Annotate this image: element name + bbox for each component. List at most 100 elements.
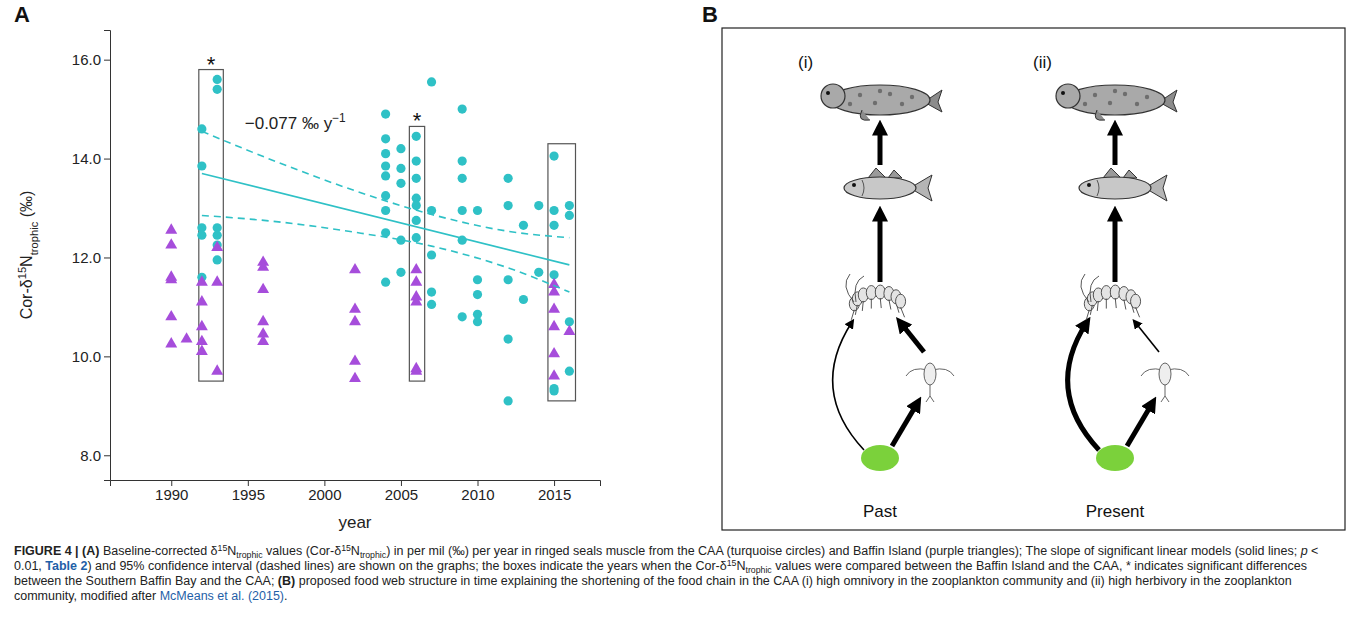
seal-part bbox=[830, 85, 930, 115]
algae-icon bbox=[861, 445, 899, 471]
seal-part bbox=[848, 102, 852, 106]
amphipod-part bbox=[896, 294, 906, 308]
data-point bbox=[549, 206, 558, 215]
seal-part bbox=[1145, 95, 1149, 99]
x-tick: 2005 bbox=[385, 480, 418, 503]
data-point bbox=[381, 161, 390, 170]
arrow bbox=[892, 402, 918, 446]
tick-label: 14.0 bbox=[72, 150, 101, 167]
seal-part bbox=[860, 110, 870, 120]
column-label: (ii) bbox=[1033, 53, 1052, 72]
copepod-part bbox=[1159, 363, 1171, 385]
data-point bbox=[211, 364, 223, 374]
amphipod-part bbox=[851, 310, 854, 320]
text-part: −1 bbox=[332, 111, 346, 125]
arrow bbox=[833, 322, 864, 450]
data-point bbox=[548, 369, 560, 379]
tick-label: 2015 bbox=[538, 486, 571, 503]
significance-label: * bbox=[413, 108, 422, 133]
arrow bbox=[1135, 322, 1159, 352]
seal-part bbox=[1113, 89, 1117, 93]
data-point bbox=[427, 287, 436, 296]
tick-label: 16.0 bbox=[72, 51, 101, 68]
caption-text: values (Cor-δ bbox=[263, 544, 342, 558]
data-point bbox=[549, 221, 558, 230]
caption-text: N bbox=[351, 544, 360, 558]
data-point bbox=[381, 149, 390, 158]
amphipod-part bbox=[889, 300, 891, 310]
amphipod-part bbox=[866, 286, 876, 300]
tick-label: 1990 bbox=[155, 486, 188, 503]
data-point bbox=[211, 241, 223, 251]
caption-text: FIGURE 4 | (A) bbox=[14, 544, 99, 558]
data-point bbox=[458, 312, 467, 321]
caption-text: 15 bbox=[727, 558, 737, 568]
data-point bbox=[565, 211, 574, 220]
panel-label: A bbox=[14, 2, 30, 27]
arrow bbox=[1113, 212, 1118, 282]
tick-label: 1995 bbox=[232, 486, 265, 503]
copepod-part bbox=[1161, 396, 1169, 402]
data-point bbox=[349, 315, 361, 325]
seal-part bbox=[910, 95, 914, 99]
fish-part bbox=[1097, 180, 1099, 196]
amphipod-part bbox=[901, 307, 905, 317]
data-point bbox=[165, 223, 177, 233]
caption: FIGURE 4 | (A) Baseline-corrected δ15Ntr… bbox=[0, 540, 1358, 604]
fish-part bbox=[1079, 177, 1151, 199]
x-axis: 199019952000200520102015 bbox=[111, 480, 601, 503]
data-point bbox=[412, 216, 421, 225]
data-point bbox=[473, 206, 482, 215]
copepod-icon bbox=[906, 363, 954, 402]
amphipod-part bbox=[855, 305, 857, 315]
arrow bbox=[1113, 126, 1118, 165]
data-point bbox=[410, 275, 422, 285]
food-web bbox=[1056, 84, 1189, 471]
data-point bbox=[396, 236, 405, 245]
y-tick: 14.0 bbox=[72, 150, 110, 167]
copepod-part bbox=[1165, 385, 1166, 396]
data-point bbox=[534, 201, 543, 210]
confidence-line bbox=[202, 215, 570, 292]
data-point bbox=[197, 231, 206, 240]
plot-area bbox=[165, 70, 575, 406]
text-part: Cor-δ bbox=[18, 279, 35, 319]
x-tick: 1990 bbox=[155, 480, 188, 503]
tick-label: 8.0 bbox=[80, 447, 101, 464]
tick-label: 10.0 bbox=[72, 348, 101, 365]
data-point bbox=[165, 310, 177, 320]
seal-part bbox=[1065, 85, 1165, 115]
data-point bbox=[534, 268, 543, 277]
column-label: (i) bbox=[798, 53, 813, 72]
seal-part bbox=[1093, 93, 1097, 97]
column-caption: Past bbox=[863, 502, 897, 521]
y-axis: 8.0 10.0 12.0 14.0 16.0 bbox=[72, 31, 111, 481]
data-point bbox=[349, 263, 361, 273]
seal-part bbox=[1056, 84, 1080, 108]
seal-part bbox=[888, 92, 892, 96]
copepod-part bbox=[924, 363, 936, 385]
seal-part bbox=[1108, 101, 1112, 105]
text-part: N bbox=[18, 255, 35, 267]
arrow bbox=[900, 322, 924, 352]
data-point bbox=[412, 233, 421, 242]
data-point bbox=[458, 174, 467, 183]
data-point bbox=[257, 260, 269, 270]
amphipod-part bbox=[1090, 305, 1092, 315]
panel-frame bbox=[722, 28, 1345, 530]
tick-label: 12.0 bbox=[72, 249, 101, 266]
caption-text: ) in per mil (‰) per year in ringed seal… bbox=[386, 544, 1301, 558]
seal-part bbox=[826, 91, 830, 95]
caption-text: N bbox=[227, 544, 236, 558]
seal-part bbox=[1123, 92, 1127, 96]
tick-mark bbox=[104, 159, 110, 160]
algae-icon bbox=[1096, 445, 1134, 471]
data-point bbox=[504, 334, 513, 343]
caption-text: 15 bbox=[218, 543, 228, 553]
data-point bbox=[519, 221, 528, 230]
data-point bbox=[504, 275, 513, 284]
data-point bbox=[381, 171, 390, 180]
caption-text: p bbox=[1301, 544, 1308, 558]
caption-text: Baseline-corrected δ bbox=[99, 544, 217, 558]
data-point bbox=[196, 345, 208, 355]
